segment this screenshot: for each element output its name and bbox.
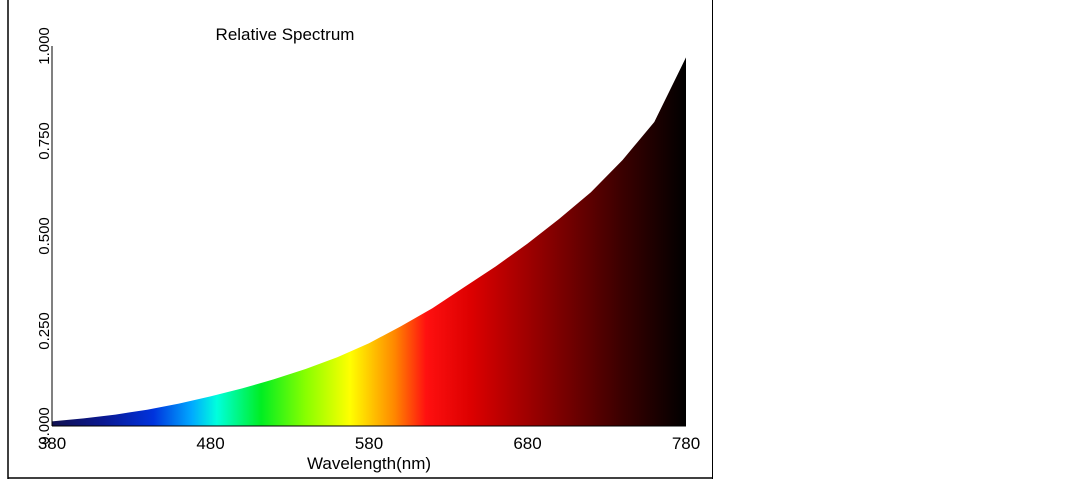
chart-title: Relative Spectrum bbox=[216, 25, 355, 44]
empty-right-pane bbox=[715, 0, 1083, 479]
x-tick-label: 780 bbox=[672, 434, 700, 453]
y-tick-label: 0.250 bbox=[36, 312, 53, 350]
y-tick-label: 0.750 bbox=[36, 122, 53, 160]
spectrum-chart: Relative Spectrum 380 480 580 680 780 Wa… bbox=[7, 0, 713, 479]
y-tick-label: 0.000 bbox=[36, 407, 53, 445]
y-tick-label: 0.500 bbox=[36, 217, 53, 255]
x-tick-label: 380 bbox=[38, 434, 66, 453]
x-tick-label: 580 bbox=[355, 434, 383, 453]
x-axis-label: Wavelength(nm) bbox=[307, 454, 431, 473]
spectrum-area bbox=[52, 57, 686, 427]
spectrum-chart-panel: Relative Spectrum 380 480 580 680 780 Wa… bbox=[7, 0, 713, 479]
y-tick-label: 1.000 bbox=[36, 27, 53, 65]
x-tick-label: 680 bbox=[513, 434, 541, 453]
x-tick-label: 480 bbox=[196, 434, 224, 453]
